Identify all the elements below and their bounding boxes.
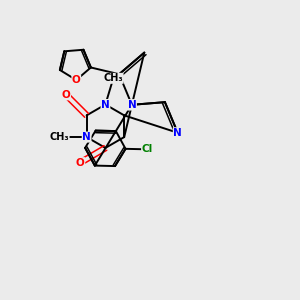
Text: N: N [82,132,91,142]
Text: N: N [128,100,136,110]
Text: CH₃: CH₃ [103,73,123,83]
Text: O: O [72,75,81,85]
Text: CH₃: CH₃ [50,132,69,142]
Text: N: N [128,100,136,110]
Text: O: O [76,158,85,168]
Text: O: O [62,90,70,100]
Text: Cl: Cl [142,144,153,154]
Text: N: N [173,128,182,138]
Text: N: N [101,100,110,110]
